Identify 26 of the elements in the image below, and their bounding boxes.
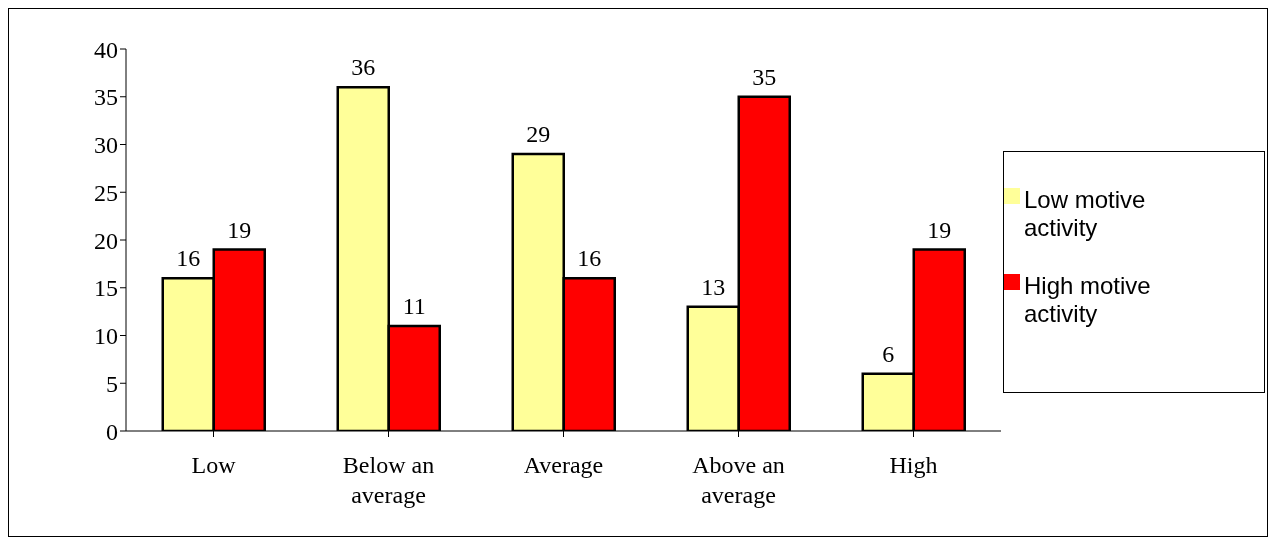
y-tick-label: 5 <box>106 370 118 397</box>
y-tick-label: 30 <box>94 132 118 159</box>
x-tick-label: Below an average <box>342 452 435 508</box>
x-tick-label: Average <box>523 452 604 478</box>
data-label: 19 <box>927 216 952 243</box>
y-tick-label: 20 <box>94 227 118 254</box>
y-tick-label: 35 <box>94 84 118 111</box>
data-label: 16 <box>176 245 201 272</box>
data-label: 6 <box>882 340 895 367</box>
y-tick-label: 0 <box>106 418 118 445</box>
legend-label: Low motive activity <box>1024 185 1147 242</box>
x-tick-label: Low <box>191 452 237 478</box>
y-tick-label: 10 <box>94 323 118 350</box>
data-label: 36 <box>351 54 376 81</box>
y-tick-label: 25 <box>94 179 118 206</box>
data-label: 29 <box>526 121 551 148</box>
data-label: 35 <box>752 63 777 90</box>
x-tick-label: High <box>889 452 938 478</box>
x-tick-label: Above an average <box>692 452 785 508</box>
data-label: 11 <box>402 292 426 319</box>
y-tick-label: 15 <box>94 275 118 302</box>
y-tick-label: 40 <box>94 36 118 63</box>
data-label: 13 <box>701 273 726 300</box>
data-label: 19 <box>227 216 252 243</box>
legend-label: High motive activity <box>1024 271 1152 328</box>
data-label: 16 <box>577 245 602 272</box>
